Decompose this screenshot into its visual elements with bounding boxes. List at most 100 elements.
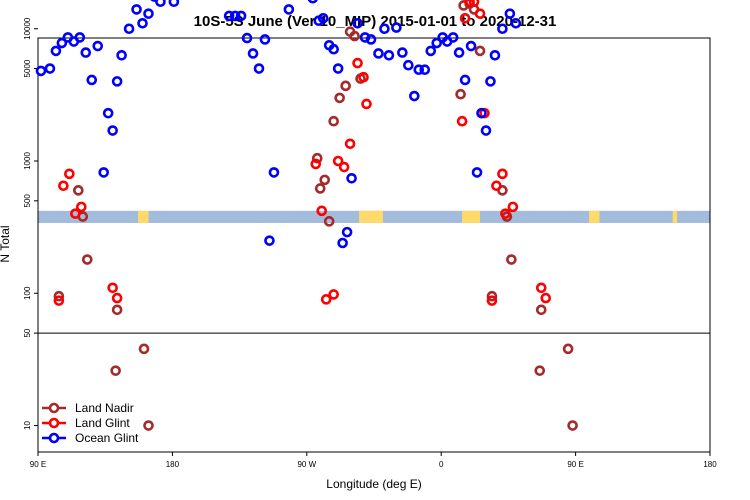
data-point <box>337 237 348 249</box>
y-tick-label: 1000 <box>23 152 32 170</box>
data-point <box>235 10 247 22</box>
y-tick-label: 10 <box>23 421 32 430</box>
series-ocean-glint <box>35 0 522 249</box>
data-point <box>241 32 253 44</box>
data-point <box>510 17 522 29</box>
data-point <box>316 205 328 217</box>
data-point <box>409 90 420 102</box>
data-point <box>247 48 259 59</box>
data-point <box>425 45 437 57</box>
data-point <box>116 49 127 61</box>
data-point <box>485 76 496 87</box>
data-point <box>107 282 118 294</box>
data-point <box>229 10 241 22</box>
data-point <box>92 40 104 52</box>
data-point <box>567 420 578 431</box>
data-point <box>111 304 123 316</box>
data-point <box>64 168 75 180</box>
data-point <box>110 365 121 376</box>
data-point <box>397 47 408 58</box>
data-point <box>471 167 483 178</box>
data-point <box>123 23 135 35</box>
data-point <box>365 34 377 45</box>
x-axis: 90 E 180 90 W 0 90 E 180 <box>30 452 717 469</box>
data-point <box>506 254 517 265</box>
data-point <box>464 0 475 8</box>
land-span <box>672 210 678 223</box>
data-point <box>58 180 69 192</box>
data-point <box>143 420 154 431</box>
data-point <box>474 8 486 19</box>
data-point <box>307 0 318 4</box>
land-span <box>462 210 481 223</box>
data-point <box>486 295 498 306</box>
data-point <box>131 4 142 15</box>
series-land-nadir <box>53 0 578 431</box>
data-point <box>70 208 81 219</box>
land-span <box>138 210 149 223</box>
data-point <box>268 167 280 178</box>
data-point <box>259 34 271 45</box>
x-tick-label: 90 E <box>567 460 583 469</box>
data-point <box>328 289 339 300</box>
data-point <box>332 63 344 74</box>
data-point <box>150 0 159 2</box>
legend-label: Land Glint <box>75 416 130 430</box>
chart-title: 10S-5S June (Ver 10_MIP) 2015-01-01 to 2… <box>194 13 557 30</box>
x-tick-label: 0 <box>439 460 444 469</box>
data-point <box>459 12 471 24</box>
data-point <box>317 12 329 24</box>
data-point <box>338 161 350 173</box>
y-axis-label: N Total <box>0 225 12 262</box>
legend-marker <box>48 417 60 429</box>
data-point <box>352 17 363 29</box>
data-point <box>453 47 465 58</box>
data-point <box>456 115 468 127</box>
data-point <box>334 92 345 104</box>
data-points <box>35 0 578 431</box>
data-point <box>413 64 425 76</box>
data-point <box>341 226 353 238</box>
plot-background <box>38 38 710 452</box>
map-band <box>38 210 710 223</box>
data-point <box>80 47 92 58</box>
data-point <box>50 45 62 57</box>
data-point <box>534 365 546 376</box>
data-point <box>155 0 166 8</box>
data-point <box>474 45 486 57</box>
data-point <box>391 22 402 33</box>
data-point <box>53 295 65 306</box>
data-point <box>497 168 508 180</box>
legend-marker <box>48 402 60 414</box>
data-point <box>332 155 344 167</box>
legend-marker <box>48 432 60 444</box>
y-tick-label: 500 <box>23 194 32 208</box>
y-tick-label: 50 <box>23 328 32 337</box>
data-point <box>480 125 492 136</box>
data-point <box>56 37 68 49</box>
data-point <box>264 235 275 246</box>
data-point <box>535 282 547 294</box>
data-point <box>168 0 180 8</box>
x-tick-label: 90 E <box>30 460 46 469</box>
data-point <box>319 174 331 186</box>
y-axis: 10 50 100 500 1000 5000 10000 <box>23 17 38 430</box>
data-point <box>340 80 351 92</box>
data-point <box>320 294 332 305</box>
data-point <box>314 183 326 194</box>
data-point <box>447 32 459 43</box>
data-point <box>504 8 516 19</box>
y-tick-label: 100 <box>23 286 32 300</box>
data-point <box>352 57 363 69</box>
data-point <box>540 292 552 304</box>
data-point <box>137 17 148 29</box>
data-point <box>431 37 443 49</box>
data-point <box>86 74 98 86</box>
land-span <box>589 210 600 223</box>
data-point <box>283 4 295 15</box>
data-point <box>328 115 339 127</box>
data-point <box>253 63 265 74</box>
data-point <box>323 216 335 227</box>
